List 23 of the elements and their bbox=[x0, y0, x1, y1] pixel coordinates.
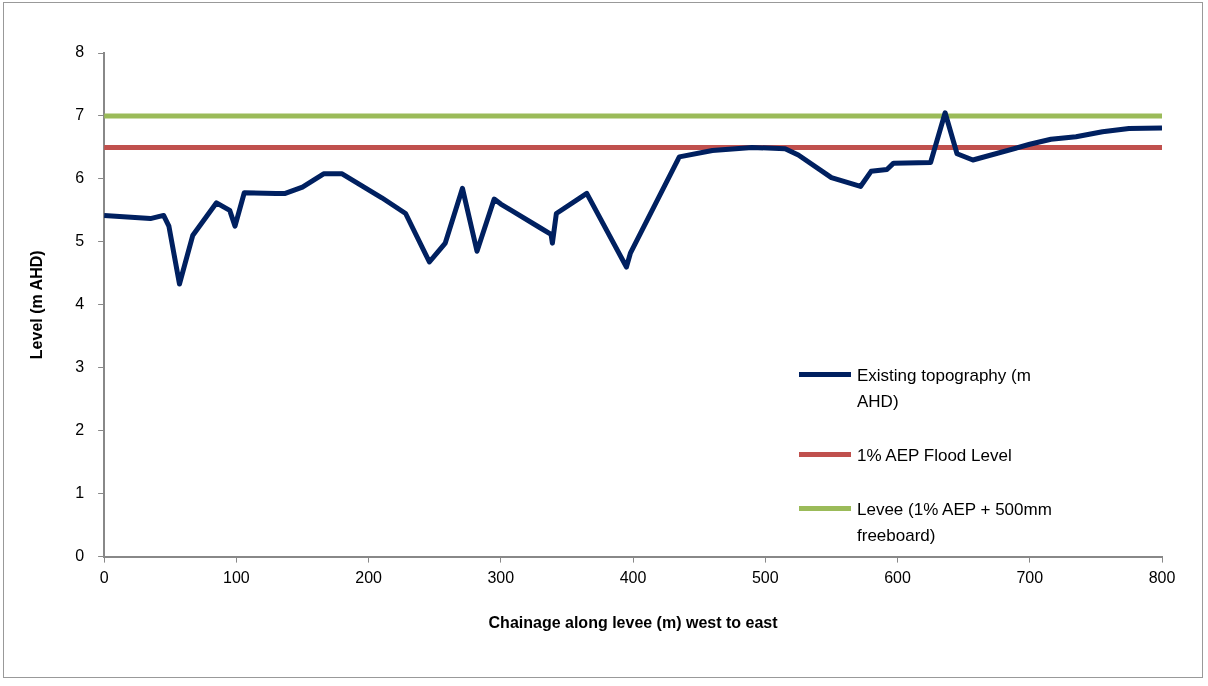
y-tick-label: 7 bbox=[75, 106, 85, 124]
y-tick-label: 4 bbox=[75, 295, 85, 313]
x-axis-title: Chainage along levee (m) west to east bbox=[488, 613, 779, 631]
x-tick-label: 700 bbox=[1016, 568, 1044, 586]
x-tick-label: 500 bbox=[751, 568, 779, 586]
y-tick-label: 2 bbox=[75, 421, 85, 439]
x-tick-label: 600 bbox=[884, 568, 911, 586]
x-tick-label: 200 bbox=[355, 568, 383, 586]
legend-label: Levee (1% AEP + 500mm freeboard) bbox=[857, 499, 1053, 547]
x-tick-label: 400 bbox=[619, 568, 647, 586]
y-tick-label: 5 bbox=[75, 232, 85, 250]
y-tick-label: 1 bbox=[75, 484, 85, 502]
x-tick-label: 800 bbox=[1148, 568, 1176, 586]
x-tick-label: 100 bbox=[222, 568, 250, 586]
x-tick-label: 0 bbox=[99, 568, 109, 586]
y-tick-label: 6 bbox=[75, 169, 85, 187]
y-axis-title: Level (m AHD) bbox=[28, 250, 46, 360]
legend-label: Existing topography (m AHD) bbox=[857, 365, 1032, 413]
y-tick-label: 0 bbox=[75, 547, 85, 565]
y-tick-label: 8 bbox=[75, 43, 85, 61]
legend-label: 1% AEP Flood Level bbox=[857, 445, 1013, 467]
y-tick-label: 3 bbox=[75, 358, 85, 376]
x-tick-label: 300 bbox=[487, 568, 515, 586]
